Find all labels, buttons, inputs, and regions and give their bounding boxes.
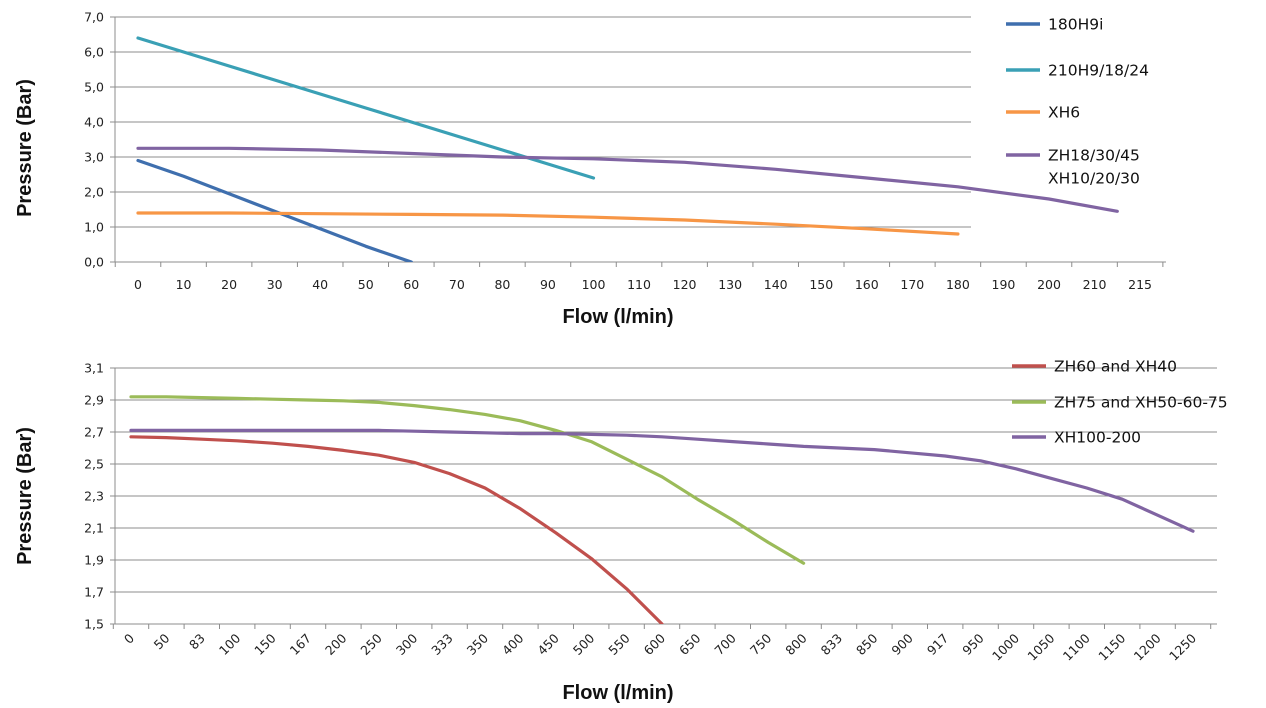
x-tick-label: 100 xyxy=(216,630,244,658)
x-tick-label: 80 xyxy=(494,277,510,292)
legend-label: 210H9/18/24 xyxy=(1048,62,1149,80)
x-tick-label: 170 xyxy=(900,277,924,292)
y-tick-label: 5,0 xyxy=(84,80,104,95)
y-tick-label: 1,7 xyxy=(84,585,104,600)
x-tick-label: 500 xyxy=(570,630,598,658)
y-tick-label: 2,5 xyxy=(84,457,104,472)
x-tick-label: 100 xyxy=(582,277,606,292)
legend-label: ZH18/30/45 xyxy=(1048,147,1140,165)
x-tick-label: 167 xyxy=(287,631,314,658)
chart-1: 0,0 1,0 2,0 3,0 4,0 5,0 6,0 7,0 0 10 20 30 40 50 60 70 8… xyxy=(14,10,1166,328)
x-axis-title: Flow (l/min) xyxy=(562,682,673,704)
y-tick-label: 1,0 xyxy=(84,220,104,235)
x-tick-label: 400 xyxy=(499,630,527,658)
x-axis-title: Flow (l/min) xyxy=(562,306,673,328)
legend-label: ZH75 and XH50-60-75 xyxy=(1054,394,1228,412)
x-tick-label: 10 xyxy=(176,277,192,292)
x-tick-label: 200 xyxy=(1037,277,1061,292)
x-tick-label: 1100 xyxy=(1060,630,1093,663)
x-tick-label: 180 xyxy=(946,277,970,292)
legend-label: XH6 xyxy=(1048,104,1080,122)
y-tick-label: 7,0 xyxy=(84,10,104,25)
y-tick-label: 1,9 xyxy=(84,553,104,568)
x-tick-label: 160 xyxy=(855,277,879,292)
x-tick-label: 20 xyxy=(221,277,237,292)
x-tick-label: 0 xyxy=(121,630,137,646)
x-tick-label: 900 xyxy=(888,630,916,658)
x-tick-label: 1200 xyxy=(1131,630,1164,663)
x-tick-label: 850 xyxy=(853,630,881,658)
x-tick-label: 150 xyxy=(251,630,279,658)
series-line-3 xyxy=(129,428,1195,533)
x-tick-label: 700 xyxy=(711,630,739,658)
x-tick-label: 300 xyxy=(393,630,421,658)
x-tick-label: 800 xyxy=(782,630,810,658)
x-tick-label: 200 xyxy=(322,630,350,658)
y-tick-label: 3,1 xyxy=(84,361,104,376)
x-tick-label: 140 xyxy=(764,277,788,292)
x-tick-label: 120 xyxy=(673,277,697,292)
x-tick-label: 600 xyxy=(641,630,669,658)
x-tick-label: 250 xyxy=(357,630,385,658)
x-tick-label: 333 xyxy=(428,631,455,658)
x-tick-label: 1000 xyxy=(989,630,1022,663)
x-tick-label: 550 xyxy=(605,630,633,658)
x-tick-label: 1250 xyxy=(1166,630,1199,663)
chart-2: 1,5 1,7 1,9 2,1 2,3 2,5 2,7 2,9 3,1 0 50 83 100 150 16… xyxy=(14,358,1228,705)
x-tick-label: 950 xyxy=(959,630,987,658)
y-tick-label: 2,7 xyxy=(84,425,104,440)
x-tick-label: 30 xyxy=(267,277,283,292)
x-tick-label: 150 xyxy=(809,277,833,292)
x-tick-label: 190 xyxy=(992,277,1016,292)
y-tick-label: 6,0 xyxy=(84,45,104,60)
y-tick-label: 4,0 xyxy=(84,115,104,130)
x-tick-label: 83 xyxy=(186,631,208,653)
legend-label: XH100-200 xyxy=(1054,429,1141,447)
x-tick-label: 450 xyxy=(534,630,562,658)
series-line-2 xyxy=(136,36,596,180)
y-tick-label: 3,0 xyxy=(84,150,104,165)
legend-label: XH10/20/30 xyxy=(1048,170,1140,188)
series-line-4 xyxy=(136,146,1119,213)
x-tick-label: 50 xyxy=(151,630,173,652)
x-tick-label: 210 xyxy=(1083,277,1107,292)
y-tick-label: 2,0 xyxy=(84,185,104,200)
x-tick-label: 833 xyxy=(818,631,845,658)
x-tick-label: 70 xyxy=(449,277,465,292)
x-tick-label: 1150 xyxy=(1095,630,1128,663)
x-tick-label: 110 xyxy=(627,277,651,292)
legend-label: ZH60 and XH40 xyxy=(1054,358,1177,376)
y-tick-label: 0,0 xyxy=(84,255,104,270)
y-axis-title: Pressure (Bar) xyxy=(14,427,36,565)
x-tick-label: 1050 xyxy=(1024,630,1057,663)
series-line-2 xyxy=(129,395,806,565)
y-axis-title: Pressure (Bar) xyxy=(14,79,36,217)
x-tick-label: 130 xyxy=(718,277,742,292)
x-tick-label: 60 xyxy=(403,277,419,292)
legend-label: 180H9i xyxy=(1048,16,1103,34)
series-line-1 xyxy=(129,435,664,624)
x-tick-label: 0 xyxy=(134,277,142,292)
y-tick-label: 2,9 xyxy=(84,393,104,408)
x-tick-label: 750 xyxy=(747,630,775,658)
x-tick-label: 40 xyxy=(312,277,328,292)
y-tick-label: 1,5 xyxy=(84,617,104,632)
y-tick-label: 2,3 xyxy=(84,489,104,504)
x-tick-label: 90 xyxy=(540,277,556,292)
y-tick-label: 2,1 xyxy=(84,521,104,536)
x-tick-label: 917 xyxy=(924,631,951,658)
x-tick-label: 215 xyxy=(1128,277,1152,292)
x-tick-label: 350 xyxy=(464,630,492,658)
series-line-1 xyxy=(136,158,413,262)
x-tick-label: 50 xyxy=(358,277,374,292)
x-tick-label: 650 xyxy=(676,630,704,658)
series-line-3 xyxy=(136,211,960,236)
